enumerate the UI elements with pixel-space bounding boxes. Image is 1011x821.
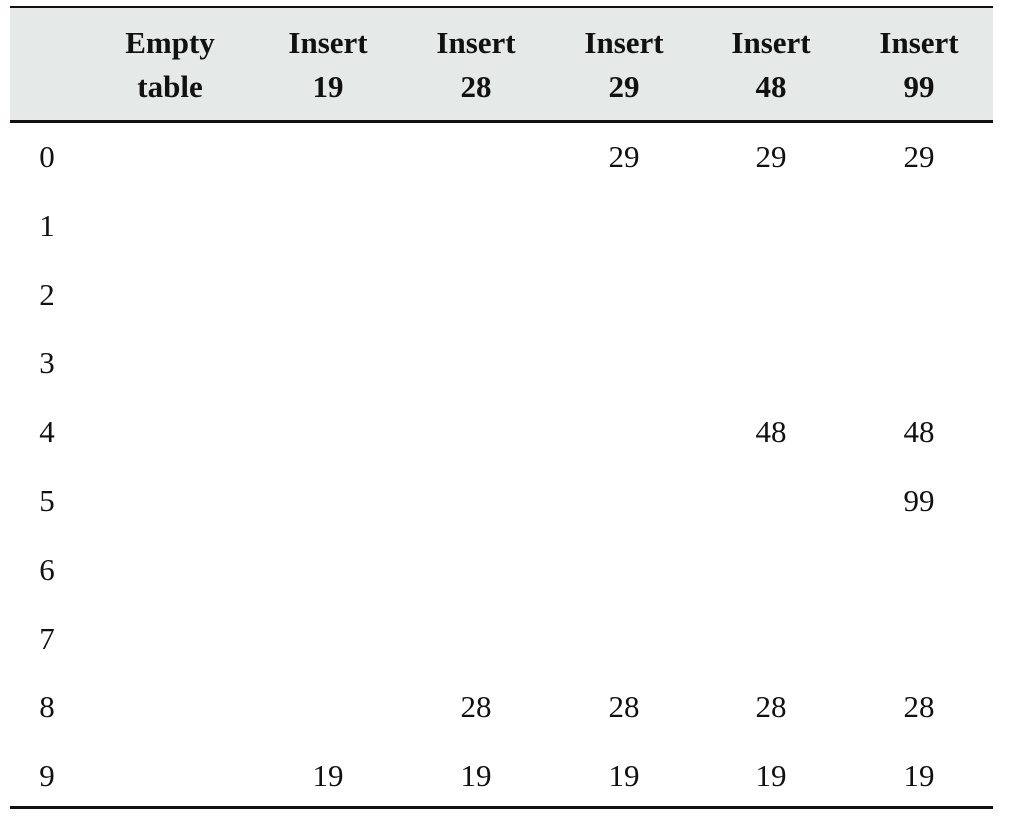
header-cell: Insert [879, 25, 959, 60]
header-cell: table [137, 69, 203, 104]
cell: 48 [755, 414, 787, 450]
cell: 19 [903, 758, 935, 794]
header-cell: Insert [436, 25, 516, 60]
cell: 48 [903, 414, 935, 450]
row-label: 8 [39, 689, 55, 725]
header-cell: Insert [584, 25, 664, 60]
top-rule [10, 6, 993, 8]
cell: 19 [755, 758, 787, 794]
header-cell: 29 [608, 69, 640, 104]
header-cell: Insert [288, 25, 368, 60]
header-cell: 99 [903, 69, 935, 104]
cell: 28 [755, 689, 787, 725]
header-cell: Insert [731, 25, 811, 60]
row-label: 9 [39, 758, 55, 794]
cell: 28 [903, 689, 935, 725]
cell: 29 [903, 139, 935, 174]
cell: 19 [312, 758, 344, 794]
header-cell: Empty [125, 25, 215, 60]
row-label: 4 [39, 414, 55, 450]
header-cell: 28 [460, 69, 492, 104]
cell: 29 [755, 139, 787, 174]
row-label: 3 [39, 345, 55, 381]
row-label: 5 [39, 483, 55, 518]
cell: 28 [608, 689, 640, 725]
row-label: 1 [39, 207, 55, 243]
row-label: 6 [39, 551, 55, 587]
header-background [10, 8, 993, 121]
row-label: 0 [39, 139, 55, 174]
bottom-rule [10, 806, 993, 809]
header-rule [10, 120, 993, 123]
cell: 29 [608, 139, 640, 174]
row-label: 2 [39, 276, 55, 312]
row-label: 7 [39, 620, 55, 656]
header-cell: 48 [755, 69, 787, 104]
cell: 19 [608, 758, 640, 794]
cell: 99 [903, 483, 935, 518]
cell: 19 [460, 758, 492, 794]
cell: 28 [460, 689, 492, 725]
header-cell: 19 [312, 69, 344, 104]
